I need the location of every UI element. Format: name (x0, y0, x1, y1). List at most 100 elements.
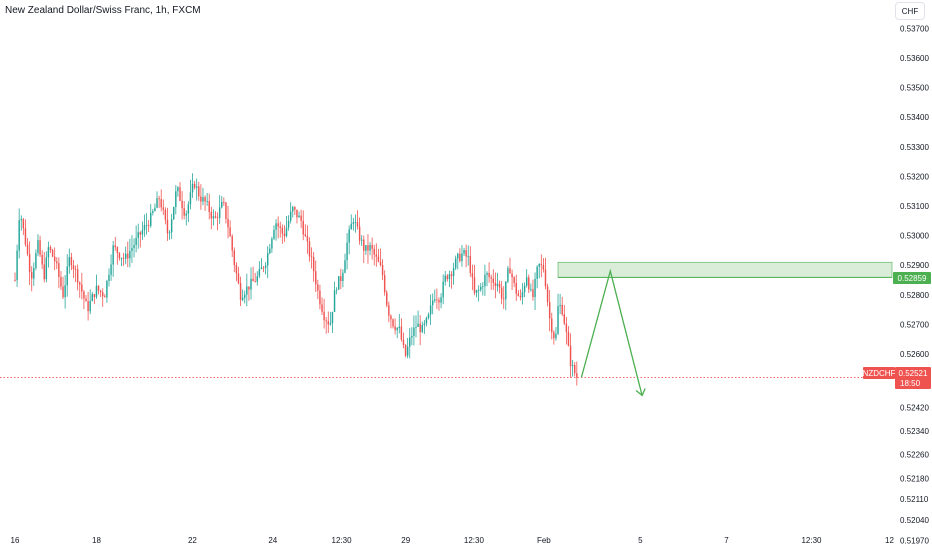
candle (189, 179, 192, 210)
current-price-text: 0.52521 (899, 369, 928, 378)
candle (482, 282, 484, 296)
candle (18, 208, 20, 259)
candle (559, 293, 561, 315)
drawing-overlays (0, 261, 893, 397)
candle (536, 265, 538, 289)
candle (551, 312, 553, 340)
price-tick-label: 0.52800 (900, 291, 929, 300)
candle (273, 225, 275, 241)
candle (496, 272, 499, 292)
candle (319, 284, 321, 310)
projection-path[interactable] (580, 268, 643, 396)
candle (33, 262, 35, 286)
candle (168, 230, 171, 240)
candle (304, 224, 307, 238)
candle (281, 224, 284, 244)
candle (72, 260, 75, 279)
candle (79, 281, 81, 298)
candle (93, 293, 96, 305)
candle (486, 271, 488, 287)
candle (413, 315, 415, 346)
candle (58, 257, 60, 289)
candle (363, 235, 365, 263)
candle (431, 293, 434, 315)
candle (175, 185, 177, 215)
price-axis[interactable]: 0.53700 0.53600 0.53500 0.53400 0.53300 0.532… (900, 24, 929, 545)
candle (411, 327, 413, 346)
candle (335, 287, 338, 295)
candle (356, 210, 359, 230)
time-tick-label: Feb (537, 536, 551, 545)
candle (166, 207, 169, 241)
candle (24, 219, 27, 247)
price-tick-label: 0.53300 (900, 143, 929, 152)
candle (457, 252, 459, 270)
candle (419, 315, 421, 346)
candle (118, 252, 121, 261)
candle (218, 195, 221, 224)
time-tick-label: 24 (268, 536, 277, 545)
candle (56, 257, 58, 270)
price-tick-label: 0.53500 (900, 84, 929, 93)
supply-zone-rect[interactable] (557, 261, 893, 278)
candle (576, 361, 578, 386)
candle (112, 240, 114, 277)
time-tick-label: 22 (188, 536, 197, 545)
candle (302, 210, 304, 241)
candle (206, 192, 208, 206)
candle (417, 310, 419, 328)
candle (396, 326, 398, 339)
candle (542, 258, 545, 273)
candle (292, 205, 294, 218)
zone-price-badge: 0.52859 (893, 272, 931, 284)
candle (179, 182, 181, 202)
price-tick-label: 0.52040 (900, 516, 929, 525)
candle (494, 272, 497, 299)
candle (193, 181, 196, 190)
candle (53, 247, 56, 271)
candle (390, 314, 392, 329)
candle (91, 291, 94, 302)
candle (298, 211, 300, 218)
candle (225, 201, 227, 224)
candle (475, 289, 478, 298)
candle (505, 281, 507, 311)
candle (331, 311, 334, 334)
time-axis[interactable]: 16 18 22 24 12:30 29 12:30 Feb 5 7 12:30 12 (11, 536, 895, 545)
candle (358, 217, 361, 245)
candle (354, 214, 357, 233)
candle (383, 270, 386, 296)
candle (200, 184, 202, 210)
candle (519, 289, 522, 301)
candle (131, 235, 133, 263)
price-tick-label: 0.52260 (900, 451, 929, 460)
candle (381, 259, 384, 281)
candle (202, 187, 204, 206)
candle (371, 237, 373, 260)
candle (164, 207, 167, 225)
candle (523, 282, 526, 298)
candle (509, 257, 511, 274)
candle (39, 235, 41, 257)
candle (538, 263, 540, 279)
candle (327, 311, 330, 333)
candle (20, 215, 22, 231)
currency-button[interactable]: CHF (895, 2, 925, 20)
candle (448, 270, 451, 288)
candle (337, 276, 340, 290)
candle (147, 220, 150, 233)
candle (409, 328, 411, 359)
candle (300, 209, 302, 229)
candle (122, 252, 125, 266)
candle (285, 216, 288, 238)
candle (35, 249, 37, 271)
candle (442, 274, 444, 305)
candle (137, 223, 139, 249)
candle (43, 252, 45, 283)
candle (16, 244, 18, 287)
candle (306, 225, 309, 254)
candle (154, 203, 156, 212)
candle (534, 272, 536, 311)
candle (463, 247, 465, 257)
